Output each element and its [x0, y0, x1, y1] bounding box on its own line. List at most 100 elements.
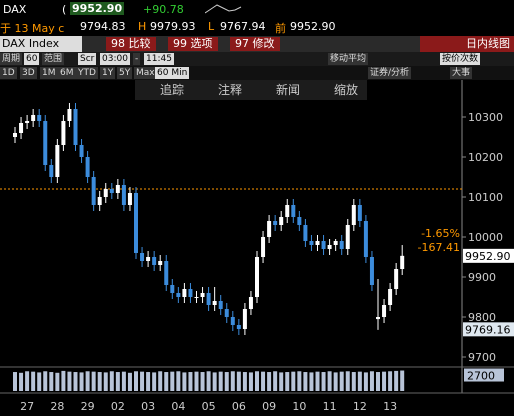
period[interactable]: 60 [24, 53, 40, 65]
range-btn[interactable]: YTD [76, 67, 98, 79]
volume-bar [339, 371, 344, 391]
candle-body [273, 221, 278, 225]
range-btn[interactable]: 1D [0, 67, 17, 79]
x-tick-label: 11 [323, 400, 337, 413]
volume-bar [291, 371, 296, 391]
analysis[interactable]: 证券/分析 [368, 67, 412, 79]
end-time[interactable]: 11:45 [144, 53, 174, 65]
volume-bar [388, 371, 393, 391]
tool[interactable]: 注释 [218, 82, 242, 97]
symbol: DAX [3, 3, 27, 16]
candle-body [303, 225, 308, 241]
tab[interactable]: 98 比较 [106, 37, 156, 51]
range-btn[interactable]: 1Y [100, 67, 116, 79]
x-tick-label: 09 [262, 400, 276, 413]
volume-bar [327, 371, 332, 391]
tool[interactable]: 追踪 [160, 82, 184, 97]
range-btn[interactable]: 5Y [117, 67, 133, 79]
moving-average[interactable]: 移动平均 [328, 53, 369, 65]
candle-body [103, 189, 108, 197]
candle-body [279, 217, 284, 225]
range-row: 1D 3D 1M 6M YTD 1Y 5Y Max 60 Min 证券/分析 大… [0, 66, 514, 80]
volume-bar [121, 371, 126, 391]
candle-body [121, 185, 126, 205]
candle-body [236, 325, 241, 329]
interval[interactable]: 60 Min [155, 67, 190, 79]
volume-bar [382, 371, 387, 391]
candle-body [400, 255, 405, 269]
tab[interactable]: 97 修改 [230, 37, 280, 51]
period-label: 周期 [0, 53, 23, 65]
range-btn[interactable]: Max [134, 67, 157, 79]
x-tick-label: 29 [81, 400, 95, 413]
events[interactable]: 大事 [450, 67, 473, 79]
change: +90.78 [143, 3, 184, 16]
volume-bar [188, 372, 193, 391]
ticker: DAX Index [0, 36, 82, 52]
range-btn[interactable]: 6M [58, 67, 76, 79]
candle-body [345, 225, 350, 249]
candle-body [388, 289, 393, 305]
volume-bar [140, 371, 145, 391]
volume-bar [55, 372, 60, 391]
high: 9979.93 [150, 20, 196, 33]
y-tick-label: 9900 [468, 271, 496, 284]
volume-bar [25, 371, 30, 391]
candle-body [91, 177, 96, 205]
prev: 9952.90 [290, 20, 336, 33]
candle-body [85, 157, 90, 177]
volume-bar [224, 372, 229, 391]
volume-bar [91, 371, 96, 391]
candle-body [200, 293, 205, 297]
prev-label: 前 [275, 22, 286, 35]
volume-bar [285, 372, 290, 391]
volume-bar [236, 371, 241, 391]
volume-bar [242, 372, 247, 391]
volume-bar [394, 370, 399, 391]
candle-body [109, 189, 114, 193]
volume-bar [273, 371, 278, 391]
volume-bar [79, 372, 84, 391]
y-tick-label: 10200 [468, 151, 503, 164]
tool[interactable]: 缩放 [334, 82, 358, 97]
sparkline [205, 4, 242, 14]
tool[interactable]: 新闻 [276, 82, 300, 97]
volume-bar [212, 372, 217, 391]
volume-bar [103, 372, 108, 391]
candle-body [176, 293, 181, 297]
volume-bar [115, 372, 120, 391]
candle-body [140, 253, 145, 261]
candle-body [127, 193, 132, 205]
volume-bar [303, 372, 308, 391]
last-price: 9952.90 [70, 2, 125, 15]
candle-body [164, 261, 169, 285]
y-tick-label: 10100 [468, 191, 503, 204]
volume-bar [134, 371, 138, 391]
range-btn[interactable]: 3D [20, 67, 37, 79]
x-tick-label: 13 [383, 400, 397, 413]
range-btn[interactable]: 1M [40, 67, 58, 79]
candle-body [382, 305, 387, 317]
last-price-label: 9952.90 [465, 250, 511, 263]
volume-bar [248, 372, 253, 391]
candle-body [224, 309, 229, 317]
candle-body [182, 289, 187, 297]
candle-body [230, 317, 235, 325]
volume-bar [43, 371, 48, 391]
tab-row: DAX Index 98 比较 99 选项 97 修改 日内线图 [0, 36, 514, 52]
chart-bg [0, 80, 514, 416]
volume-bar [261, 371, 266, 391]
tab[interactable]: 99 选项 [168, 37, 218, 51]
range-mode[interactable]: Scr [78, 53, 97, 65]
start-time[interactable]: 03:00 [100, 53, 130, 65]
ohlc-row: 于 13 May c 9794.83 H 9979.93 L 9767.94 前… [0, 18, 514, 36]
reference-label: -167.41 [418, 241, 460, 254]
candle-body [351, 205, 356, 225]
candle-body [134, 193, 138, 253]
candle-body [248, 297, 253, 309]
sort[interactable]: 按价次数 [440, 53, 481, 65]
volume-bar [73, 372, 78, 391]
volume-bar [164, 372, 169, 391]
candle-body [170, 285, 175, 293]
